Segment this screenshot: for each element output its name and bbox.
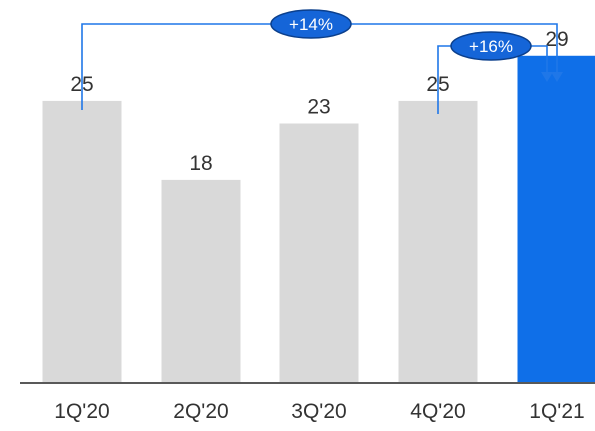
x-tick-label-2: 2Q'20 bbox=[173, 400, 228, 423]
bar-2 bbox=[162, 180, 241, 383]
bar-1 bbox=[43, 101, 122, 383]
growth-label-1: +14% bbox=[289, 15, 333, 34]
x-tick-label-3: 3Q'20 bbox=[291, 400, 346, 423]
x-tick-label-5: 1Q'21 bbox=[529, 400, 584, 423]
x-tick-label-4: 4Q'20 bbox=[410, 400, 465, 423]
value-label-2: 18 bbox=[189, 152, 212, 175]
bar-3 bbox=[280, 123, 359, 383]
bar-5 bbox=[518, 56, 595, 383]
value-label-3: 23 bbox=[307, 95, 330, 118]
x-tick-label-1: 1Q'20 bbox=[54, 400, 109, 423]
growth-label-2: +16% bbox=[469, 37, 513, 56]
bar-4 bbox=[399, 101, 478, 383]
